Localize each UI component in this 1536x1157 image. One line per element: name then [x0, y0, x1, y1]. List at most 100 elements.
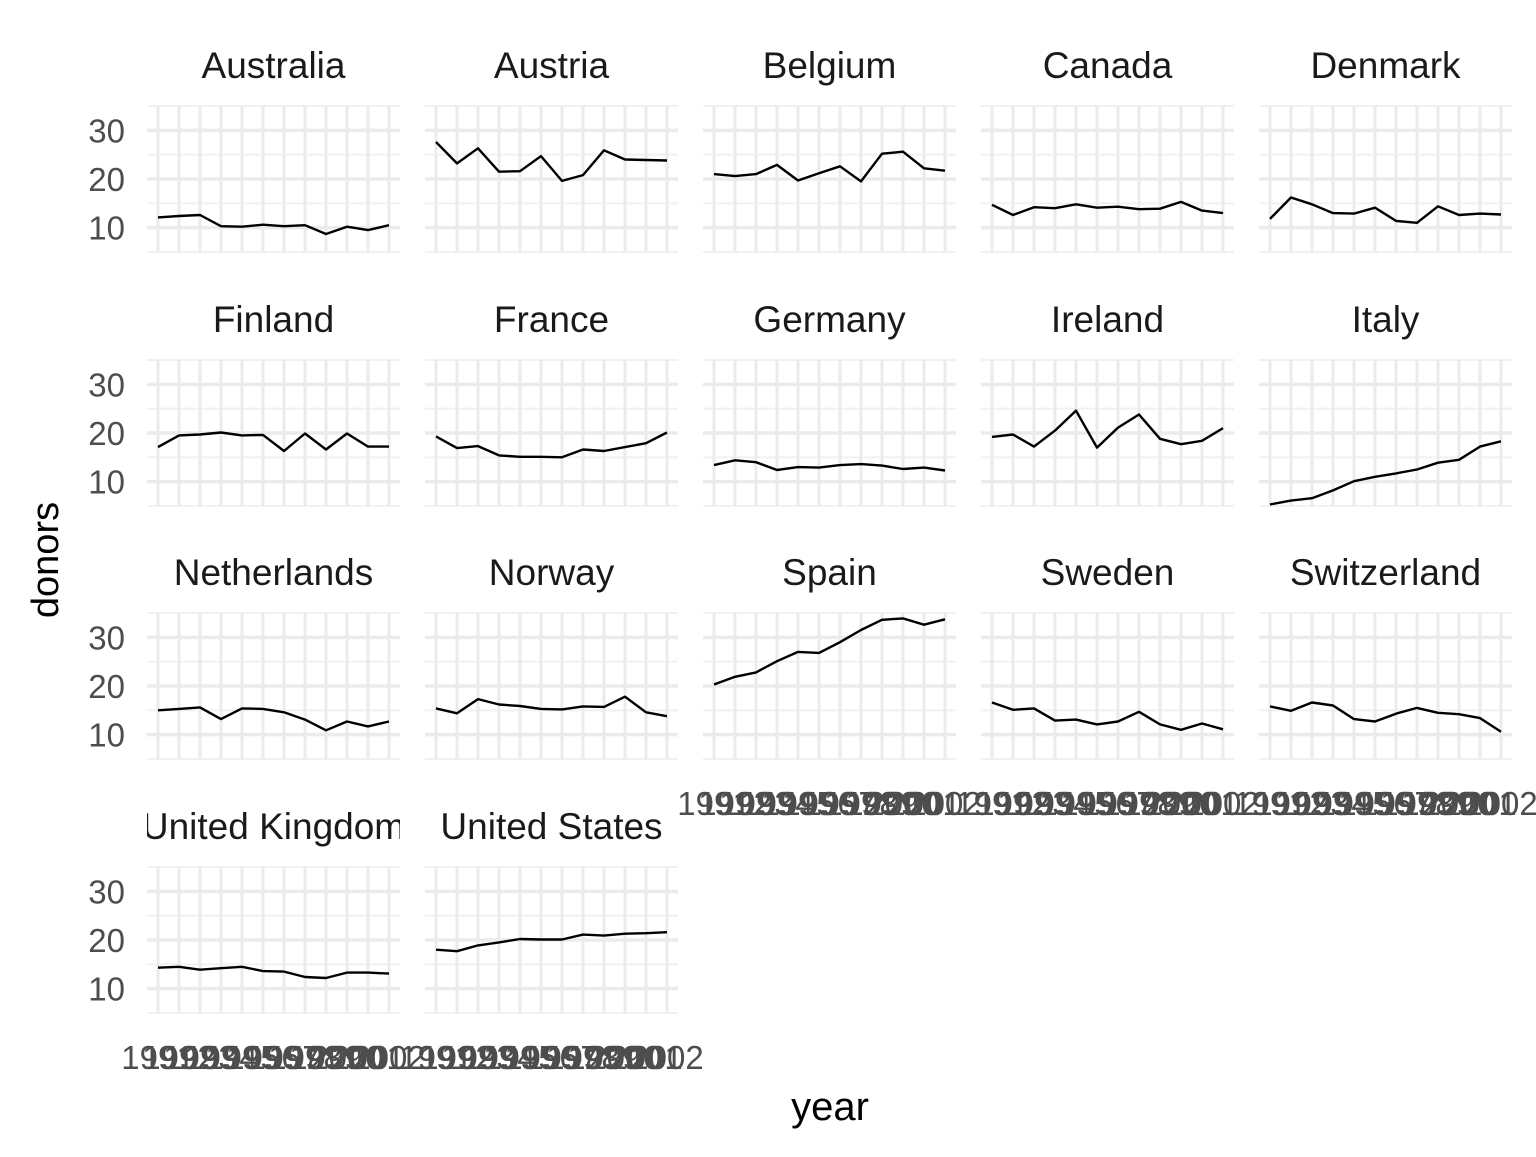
x-tick-label: 1996: [782, 785, 855, 822]
x-tick-label: 1994: [462, 1039, 535, 1076]
x-tick-label: 1998: [546, 1039, 619, 1076]
x-tick-label: 1991: [1233, 785, 1306, 822]
x-tick-label: 1992: [142, 1039, 215, 1076]
x-tick-label: 1996: [1338, 785, 1411, 822]
x-tick-label: 2002: [630, 1039, 703, 1076]
x-tick-label: 1991: [121, 1039, 194, 1076]
x-tick-label: 2000: [866, 785, 939, 822]
panel-title: Canada: [1043, 45, 1173, 86]
series-line: [991, 409, 1224, 449]
x-tick-label: 1994: [184, 1039, 257, 1076]
y-tick-label: 20: [88, 922, 125, 959]
panel-netherlands: Netherlands 10 20 30: [88, 552, 400, 760]
y-tick-label: 10: [88, 210, 125, 247]
x-tick-label: 2001: [887, 785, 960, 822]
panel-title: Netherlands: [174, 552, 374, 593]
series-line: [713, 459, 946, 472]
x-tick-label: 1999: [567, 1039, 640, 1076]
x-tick-label: 1997: [1081, 785, 1154, 822]
panel-australia: Australia 10 20 30: [88, 46, 400, 253]
panel-norway: Norway: [425, 552, 678, 760]
series-line: [157, 213, 390, 236]
x-tick-label: 1998: [1102, 785, 1175, 822]
panel-title: Spain: [782, 552, 877, 593]
panel-belgium: Belgium: [703, 46, 956, 253]
panel-title: Ireland: [1051, 299, 1164, 340]
series-line: [157, 706, 390, 732]
y-tick-label: 20: [88, 415, 125, 452]
x-tick-label: 1992: [1254, 785, 1327, 822]
series-line: [1269, 196, 1502, 225]
panel-austria: Austria: [425, 45, 678, 253]
x-tick-label: 1995: [1317, 785, 1390, 822]
panel-france: France: [425, 299, 678, 507]
series-line: [1269, 440, 1502, 506]
x-tick-label: 2001: [1443, 785, 1516, 822]
panel-title: Italy: [1352, 299, 1420, 340]
x-tick-label: 1994: [1018, 785, 1091, 822]
series-line: [991, 200, 1224, 217]
x-tick-label: 1994: [740, 785, 813, 822]
panel-germany: Germany: [703, 299, 956, 507]
series-line: [713, 617, 946, 686]
panel-title: Austria: [494, 45, 610, 86]
panel-title: Denmark: [1310, 45, 1461, 86]
x-tick-label: 2000: [588, 1039, 661, 1076]
y-tick-label: 10: [88, 717, 125, 754]
x-tick-label: 1997: [803, 785, 876, 822]
x-tick-label: 1994: [1296, 785, 1369, 822]
x-tick-label: 1999: [1401, 785, 1474, 822]
x-tick-label: 1999: [289, 1039, 362, 1076]
series-line: [435, 431, 668, 459]
x-tick-label: 1991: [399, 1039, 472, 1076]
x-tick-label: 2002: [352, 1039, 425, 1076]
x-tick-label: 1996: [226, 1039, 299, 1076]
y-tick-label: 10: [88, 464, 125, 501]
x-tick-label: 1992: [698, 785, 771, 822]
x-tick-label: 1997: [1359, 785, 1432, 822]
x-tick-label: 1997: [247, 1039, 320, 1076]
x-tick-label: 2001: [609, 1039, 682, 1076]
y-tick-label: 30: [88, 873, 125, 910]
panel-title: United Kingdom: [142, 806, 405, 847]
panel-ireland: Ireland: [981, 299, 1234, 507]
series-line: [1269, 701, 1502, 733]
x-tick-label: 1999: [1123, 785, 1196, 822]
x-tick-label: 2002: [908, 785, 981, 822]
panel-italy: Italy: [1259, 299, 1512, 507]
panel-title: Finland: [213, 299, 334, 340]
x-tick-label: 1998: [268, 1039, 341, 1076]
x-tick-label: 1993: [997, 785, 1070, 822]
y-tick-label: 30: [88, 112, 125, 149]
panel-title: Sweden: [1041, 552, 1175, 593]
x-tick-label: 1999: [845, 785, 918, 822]
y-tick-label: 30: [88, 619, 125, 656]
panel-title: United States: [440, 806, 662, 847]
x-tick-label: 1995: [205, 1039, 278, 1076]
panel-title: Germany: [753, 299, 906, 340]
panel-title: Switzerland: [1290, 552, 1481, 593]
panel-sweden: Sweden 1991199219931994199519961997199819…: [955, 552, 1259, 822]
y-tick-label: 20: [88, 668, 125, 705]
y-tick-label: 30: [88, 366, 125, 403]
panel-united-states: United States 199119921993199419951996199…: [399, 806, 703, 1076]
x-tick-label: 1993: [1275, 785, 1348, 822]
x-tick-label: 1996: [1060, 785, 1133, 822]
panel-title: Norway: [489, 552, 615, 593]
x-tick-label: 1995: [483, 1039, 556, 1076]
x-tick-label: 1993: [719, 785, 792, 822]
x-tick-label: 2000: [1144, 785, 1217, 822]
y-tick-label: 10: [88, 971, 125, 1008]
x-tick-label: 1997: [525, 1039, 598, 1076]
x-tick-label: 1991: [677, 785, 750, 822]
x-tick-label: 1995: [1039, 785, 1112, 822]
x-tick-label: 2001: [1165, 785, 1238, 822]
panel-title: France: [494, 299, 609, 340]
x-tick-label: 2001: [331, 1039, 404, 1076]
series-line: [435, 695, 668, 718]
panel-finland: Finland 10 20 30: [88, 299, 400, 507]
x-tick-label: 2002: [1464, 785, 1536, 822]
panel-denmark: Denmark: [1259, 45, 1512, 253]
y-axis-title: donors: [25, 502, 67, 618]
series-line: [435, 931, 668, 953]
